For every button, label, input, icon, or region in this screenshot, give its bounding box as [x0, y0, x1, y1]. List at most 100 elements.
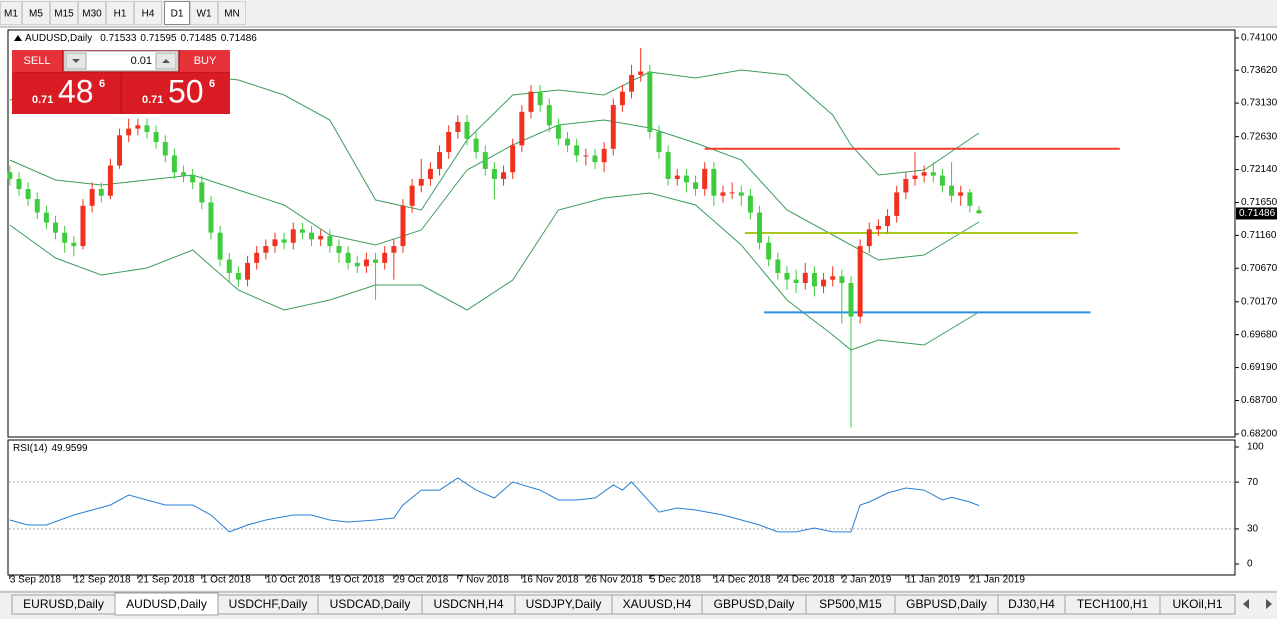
x-tick-label: 24 Dec 2018	[778, 575, 835, 586]
bid-box[interactable]	[12, 73, 120, 114]
timeframe-label: M30	[82, 9, 102, 20]
candle-body	[903, 178, 909, 193]
tab-label: USDCNH,H4	[433, 597, 503, 611]
candle-body	[281, 239, 287, 243]
candle-body	[290, 229, 296, 243]
candle-body	[674, 175, 680, 179]
candle-body	[327, 236, 333, 247]
candle-body	[510, 145, 516, 173]
symbol-tab[interactable]	[1159, 594, 1236, 615]
candle-body	[53, 222, 59, 233]
timeframe-button[interactable]	[22, 1, 50, 25]
chart-header: AUDUSD,Daily 0.71533 0.71595 0.71485 0.71486	[25, 33, 257, 44]
timeframe-button[interactable]	[0, 1, 22, 25]
candle-body	[299, 229, 305, 233]
y-tick-label: 70	[1247, 477, 1259, 488]
candle-body	[912, 175, 918, 179]
candle-body	[866, 229, 872, 247]
candle-body	[601, 148, 607, 163]
candle-body	[491, 168, 497, 179]
y-tick-label: 0.68700	[1241, 395, 1277, 406]
bid-big-figure: 0.71	[32, 94, 53, 106]
candle-body	[592, 155, 598, 163]
timeframe-button[interactable]	[50, 1, 78, 25]
candle-body	[665, 152, 671, 179]
buy-button[interactable]	[180, 50, 230, 72]
symbol-title: AUDUSD,Daily	[25, 33, 92, 44]
candle-body	[555, 125, 561, 139]
x-tick-label: 5 Dec 2018	[650, 575, 702, 586]
y-tick-label: 0.72140	[1241, 164, 1277, 175]
candle-body	[482, 152, 488, 169]
timeframe-button[interactable]	[106, 1, 134, 25]
timeframe-button[interactable]	[164, 1, 190, 25]
trade-panel: SELL 0.01 BUY 0.71 48 6 0.71 50 6	[12, 50, 230, 114]
candle-body	[117, 135, 123, 166]
candle-body	[263, 246, 269, 253]
timeframe-button[interactable]	[190, 1, 218, 25]
rsi-title: RSI(14)	[13, 443, 47, 454]
candle-body	[235, 272, 241, 280]
timeframe-button[interactable]	[218, 1, 246, 25]
candle-body	[25, 189, 31, 200]
candle-body	[747, 195, 753, 213]
ask-box[interactable]	[122, 73, 230, 114]
bid-fraction: 6	[99, 78, 105, 90]
x-tick-label: 1 Oct 2018	[202, 575, 251, 586]
candle-body	[318, 236, 324, 240]
x-tick-label: 14 Dec 2018	[714, 575, 771, 586]
candle-body	[921, 172, 927, 176]
candle-body	[190, 175, 196, 183]
timeframe-label: M5	[29, 9, 43, 20]
sell-button[interactable]	[12, 50, 62, 72]
candle-body	[217, 232, 223, 260]
candle-body	[546, 105, 552, 126]
rsi-header: RSI(14) 49.9599	[13, 443, 88, 454]
candle-body	[857, 246, 863, 317]
y-tick-label: 0.70170	[1241, 296, 1277, 307]
candle-body	[345, 252, 351, 263]
candle-body	[930, 172, 936, 176]
lot-input[interactable]	[63, 50, 179, 72]
candle-body	[473, 138, 479, 153]
candle-body	[693, 182, 699, 190]
rsi-value: 49.9599	[51, 443, 88, 454]
candle-body	[171, 155, 177, 173]
tab-scroll-right[interactable]	[1266, 599, 1272, 609]
timeframe-label: H4	[142, 9, 155, 20]
timeframe-button[interactable]	[134, 1, 162, 25]
y-tick-label: 0.69680	[1241, 329, 1277, 340]
candle-body	[793, 279, 799, 284]
tab-label: USDCAD,Daily	[330, 597, 411, 611]
tab-label: XAUUSD,H4	[623, 597, 692, 611]
buy-label: BUY	[194, 55, 217, 67]
tab-scroll-left[interactable]	[1243, 599, 1249, 609]
candle-body	[254, 252, 260, 263]
candle-body	[107, 165, 113, 196]
x-tick-label: 21 Sep 2018	[138, 575, 195, 586]
timeframe-button[interactable]	[78, 1, 106, 25]
timeframe-label: M15	[54, 9, 74, 20]
bid-pips: 48	[58, 73, 94, 109]
y-tick-label: 0	[1247, 559, 1253, 570]
candle-body	[958, 192, 964, 196]
lot-value: 0.01	[131, 55, 152, 67]
candle-body	[144, 125, 150, 132]
candle-body	[830, 276, 836, 280]
current-price-marker	[1236, 207, 1277, 220]
candle-body	[629, 74, 635, 92]
header-low: 0.71485	[181, 33, 218, 44]
timeframe-label: W1	[197, 9, 212, 20]
header-open: 0.71533	[100, 33, 137, 44]
candle-body	[400, 205, 406, 247]
candle-body	[610, 105, 616, 149]
increase-arrow	[162, 59, 170, 63]
candle-body	[153, 131, 159, 143]
plot-layer: 0.741000.736200.731300.726300.721400.716…	[7, 33, 1277, 586]
y-tick-label: 0.74100	[1241, 33, 1277, 44]
candle-body	[638, 71, 644, 75]
candle-body	[711, 168, 717, 196]
candle-body	[409, 185, 415, 206]
